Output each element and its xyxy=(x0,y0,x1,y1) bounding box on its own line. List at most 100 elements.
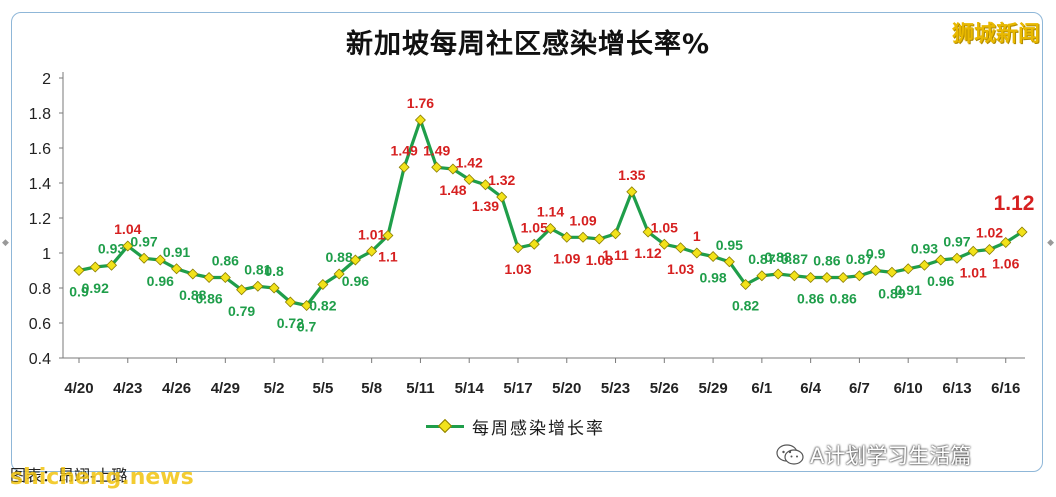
data-label: 0.95 xyxy=(716,237,743,253)
x-tick-label: 5/29 xyxy=(698,380,727,397)
data-point xyxy=(707,250,719,263)
data-point xyxy=(561,231,573,243)
data-label: 0.82 xyxy=(309,298,336,314)
data-point xyxy=(610,228,622,240)
data-point xyxy=(756,270,768,282)
x-tick-label: 5/17 xyxy=(503,380,532,397)
data-point xyxy=(577,231,589,243)
data-label: 1.39 xyxy=(472,198,499,214)
data-label: 0.97 xyxy=(130,233,157,249)
x-tick-label: 6/7 xyxy=(849,380,870,397)
data-point xyxy=(821,271,833,284)
wechat-icon xyxy=(776,444,804,465)
data-label: 1.01 xyxy=(960,264,987,280)
data-point xyxy=(1000,236,1012,249)
data-label: 1.01 xyxy=(358,226,385,242)
data-label: 1.35 xyxy=(618,167,645,183)
data-point xyxy=(219,271,231,284)
data-label: 0.93 xyxy=(911,240,938,256)
data-point xyxy=(89,261,101,273)
data-point xyxy=(593,233,605,245)
data-point xyxy=(626,186,638,198)
data-point xyxy=(788,270,800,282)
data-label: 1.04 xyxy=(114,221,141,237)
data-point xyxy=(301,299,313,312)
data-point xyxy=(122,240,134,252)
data-label: 1.49 xyxy=(391,142,418,158)
wechat-account-name: A计划学习生活篇 xyxy=(810,444,972,468)
data-label: 0.96 xyxy=(147,273,174,289)
data-point xyxy=(918,259,930,271)
data-point xyxy=(902,263,914,275)
data-label: 1.09 xyxy=(553,250,580,266)
x-tick-label: 4/23 xyxy=(113,380,142,397)
site-watermark: shicheng.news xyxy=(10,465,194,490)
data-label: 0.86 xyxy=(813,253,840,269)
x-tick-label: 4/29 xyxy=(211,380,240,397)
data-label: 0.79 xyxy=(228,303,255,319)
data-point xyxy=(447,163,459,175)
data-label: 1.02 xyxy=(976,225,1003,241)
x-tick-label: 5/23 xyxy=(601,380,630,397)
wechat-account: A计划学习生活篇 xyxy=(776,440,971,470)
data-label: 0.88 xyxy=(764,249,791,265)
panel-resize-handle-right: ◆ xyxy=(1047,238,1054,248)
data-label: 1.11 xyxy=(602,247,629,263)
data-label: 0.88 xyxy=(326,249,353,265)
data-label: 1.05 xyxy=(651,219,678,235)
y-tick-label: 0.4 xyxy=(29,351,51,368)
data-point xyxy=(154,254,166,266)
data-label: 0.87 xyxy=(781,251,808,267)
y-tick-label: 1.4 xyxy=(29,176,51,193)
y-tick-label: 1.6 xyxy=(29,141,51,158)
data-label: 0.86 xyxy=(212,253,239,269)
data-label: 0.87 xyxy=(846,251,873,267)
data-point xyxy=(252,280,264,292)
y-tick-label: 1.2 xyxy=(29,211,51,228)
data-label: 0.72 xyxy=(277,315,304,331)
data-label: 1.14 xyxy=(537,204,564,220)
data-point xyxy=(691,247,703,259)
data-label: 1.09 xyxy=(569,212,596,228)
chart-credit: 图表：昂翊-上璐 xyxy=(10,466,128,485)
data-label: 0.93 xyxy=(98,240,125,256)
data-point xyxy=(837,271,849,284)
data-label: 1.05 xyxy=(521,219,548,235)
x-tick-label: 6/4 xyxy=(800,380,822,397)
x-tick-label: 5/5 xyxy=(312,380,333,397)
data-point xyxy=(414,114,426,126)
data-point xyxy=(333,268,345,280)
data-point xyxy=(366,245,378,257)
data-point xyxy=(675,242,687,254)
data-point xyxy=(740,278,752,291)
data-label: 0.96 xyxy=(927,273,954,289)
data-point xyxy=(544,222,557,235)
data-label: 0.86 xyxy=(195,291,222,307)
data-point xyxy=(951,252,963,264)
data-point xyxy=(73,264,85,277)
legend-swatch xyxy=(426,418,464,434)
data-point xyxy=(236,284,248,296)
data-point xyxy=(187,268,199,280)
data-label: 0.86 xyxy=(797,291,824,307)
data-label: 1.42 xyxy=(456,155,483,171)
data-label: 1.03 xyxy=(504,261,531,277)
data-point xyxy=(203,271,215,284)
x-tick-label: 5/11 xyxy=(406,380,434,397)
chart-title: 新加坡每周社区感染增长率% xyxy=(345,29,711,60)
data-point xyxy=(1016,226,1028,238)
legend: 每周感染增长率 xyxy=(426,414,605,439)
data-label: 0.98 xyxy=(699,270,726,286)
data-label: 1.03 xyxy=(667,261,694,277)
data-point xyxy=(805,271,817,284)
data-label: 0.89 xyxy=(878,285,905,301)
data-point xyxy=(284,296,296,308)
x-tick-label: 6/16 xyxy=(991,380,1020,397)
data-point xyxy=(658,238,670,250)
x-tick-label: 5/26 xyxy=(650,380,679,397)
x-tick-label: 5/8 xyxy=(361,380,382,397)
x-tick-label: 5/2 xyxy=(264,380,285,397)
data-label: 0.91 xyxy=(163,244,190,260)
data-point xyxy=(171,263,183,275)
data-label: 0.88 xyxy=(179,287,206,303)
